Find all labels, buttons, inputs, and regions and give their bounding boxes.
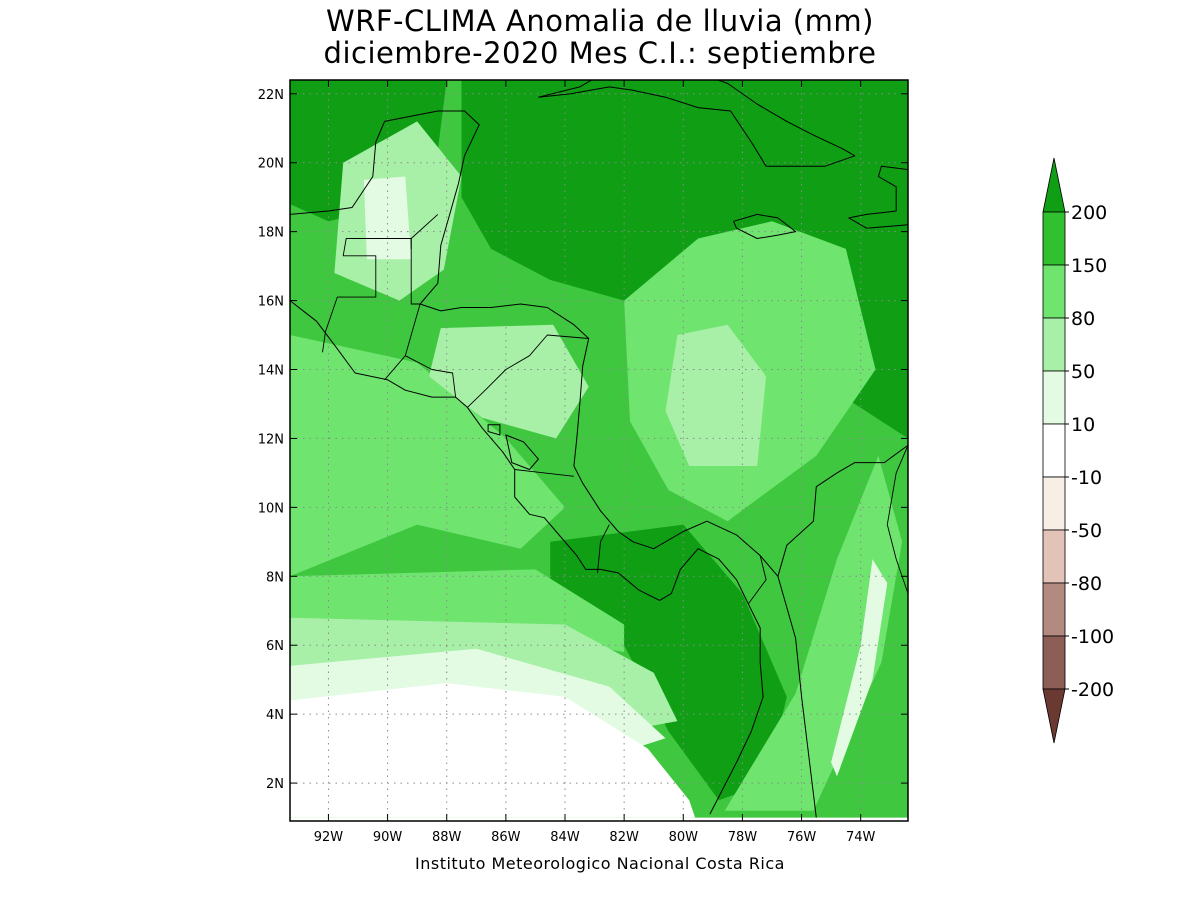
border-costarica-panama: [597, 524, 610, 573]
lon-tick-label: 74W: [846, 830, 876, 845]
lat-tick-label: 2N: [266, 777, 284, 792]
legend-label: -50: [1071, 520, 1102, 542]
coastline-jamaica: [733, 213, 797, 239]
coastline-layer: [290, 80, 908, 818]
anomaly-zone-5: [290, 335, 565, 577]
lon-tick-label: 84W: [550, 830, 580, 845]
border-panama-colombia: [747, 555, 767, 605]
legend-label: 150: [1071, 255, 1107, 277]
legend-arrow-bottom: [1042, 688, 1066, 744]
legend-label: 10: [1071, 414, 1095, 436]
coastline-cuba: [538, 80, 856, 167]
legend-swatch: [1042, 370, 1066, 425]
border-mexico-guatemala: [322, 238, 412, 353]
anomaly-zone-15: [290, 683, 696, 818]
border-honduras-nicaragua: [467, 334, 589, 408]
lat-tick-label: 16N: [258, 295, 284, 310]
legend-arrow-top: [1042, 157, 1066, 213]
lon-tick-label: 88W: [432, 830, 462, 845]
border-colombia-venezuela: [886, 445, 908, 594]
lat-tick-label: 18N: [258, 226, 284, 241]
credit-text: Instituto Meteorologico Nacional Costa R…: [415, 854, 785, 873]
anomaly-zone-7: [724, 455, 903, 811]
anomaly-zone-3: [550, 524, 787, 801]
legend-swatch: [1042, 476, 1066, 531]
border-belize-north: [410, 214, 439, 239]
anomaly-fill-layer: [290, 80, 908, 818]
legend-label: -100: [1071, 626, 1114, 648]
lon-tick-label: 80W: [669, 830, 699, 845]
lat-lon-grid: [290, 80, 908, 821]
lon-tick-label: 82W: [609, 830, 639, 845]
coastline-hispaniola: [848, 165, 908, 229]
legend-label: -200: [1071, 679, 1114, 701]
lon-tick-label: 86W: [491, 830, 521, 845]
map-frame: [289, 79, 909, 822]
lat-tick-label: 8N: [266, 570, 284, 585]
lon-tick-label: 92W: [314, 830, 344, 845]
color-legend: 200 150 80 50 10 -10 -50 -80 -100 -200: [1042, 157, 1114, 744]
lat-tick-label: 6N: [266, 639, 284, 654]
lat-tick-label: 22N: [258, 88, 284, 103]
lon-tick-label: 78W: [728, 830, 758, 845]
legend-swatch: [1042, 635, 1066, 690]
lake-nicaragua: [505, 434, 540, 471]
border-elsalvador-honduras: [405, 355, 457, 398]
border-nicaragua-costarica: [514, 469, 574, 477]
legend-label: 80: [1071, 308, 1095, 330]
legend-label: -10: [1071, 467, 1102, 489]
anomaly-zone-14: [831, 559, 888, 777]
legend-swatch: [1042, 529, 1066, 584]
legend-label: 50: [1071, 361, 1095, 383]
coastline-caribbean-coast: [290, 110, 908, 577]
legend-swatch: [1042, 264, 1066, 319]
legend-swatch: [1042, 582, 1066, 637]
lat-tick-label: 4N: [266, 708, 284, 723]
lat-tick-label: 20N: [258, 157, 284, 172]
map-plot-area: [290, 80, 908, 821]
lon-tick-label: 76W: [787, 830, 817, 845]
coastline-gulf-of-urab-colombia: [777, 576, 817, 818]
legend-label: -80: [1071, 573, 1102, 595]
map-title-line-2: diciembre-2020 Mes C.I.: septiembre: [323, 36, 877, 70]
border-belize-west: [410, 238, 421, 305]
anomaly-zone-10: [665, 324, 767, 466]
legend-swatch: [1042, 423, 1066, 478]
axis-ticks: 2N 4N 6N 8N 10N 12N 14N 16N 18N 20N 22N 92W 90W 88W 86…: [258, 80, 908, 845]
lat-tick-label: 10N: [258, 501, 284, 516]
lat-tick-label: 14N: [258, 364, 284, 379]
lat-tick-label: 12N: [258, 432, 284, 447]
coastline-mexico-pacific: [290, 300, 764, 815]
anomaly-zone-9: [429, 324, 589, 439]
legend-label: 200: [1071, 202, 1107, 224]
lake-managua: [487, 424, 501, 436]
lon-tick-label: 90W: [373, 830, 403, 845]
map-title-line-1: WRF-CLIMA Anomalia de lluvia (mm): [326, 4, 874, 38]
legend-swatch: [1042, 317, 1066, 372]
legend-swatch: [1042, 211, 1066, 266]
